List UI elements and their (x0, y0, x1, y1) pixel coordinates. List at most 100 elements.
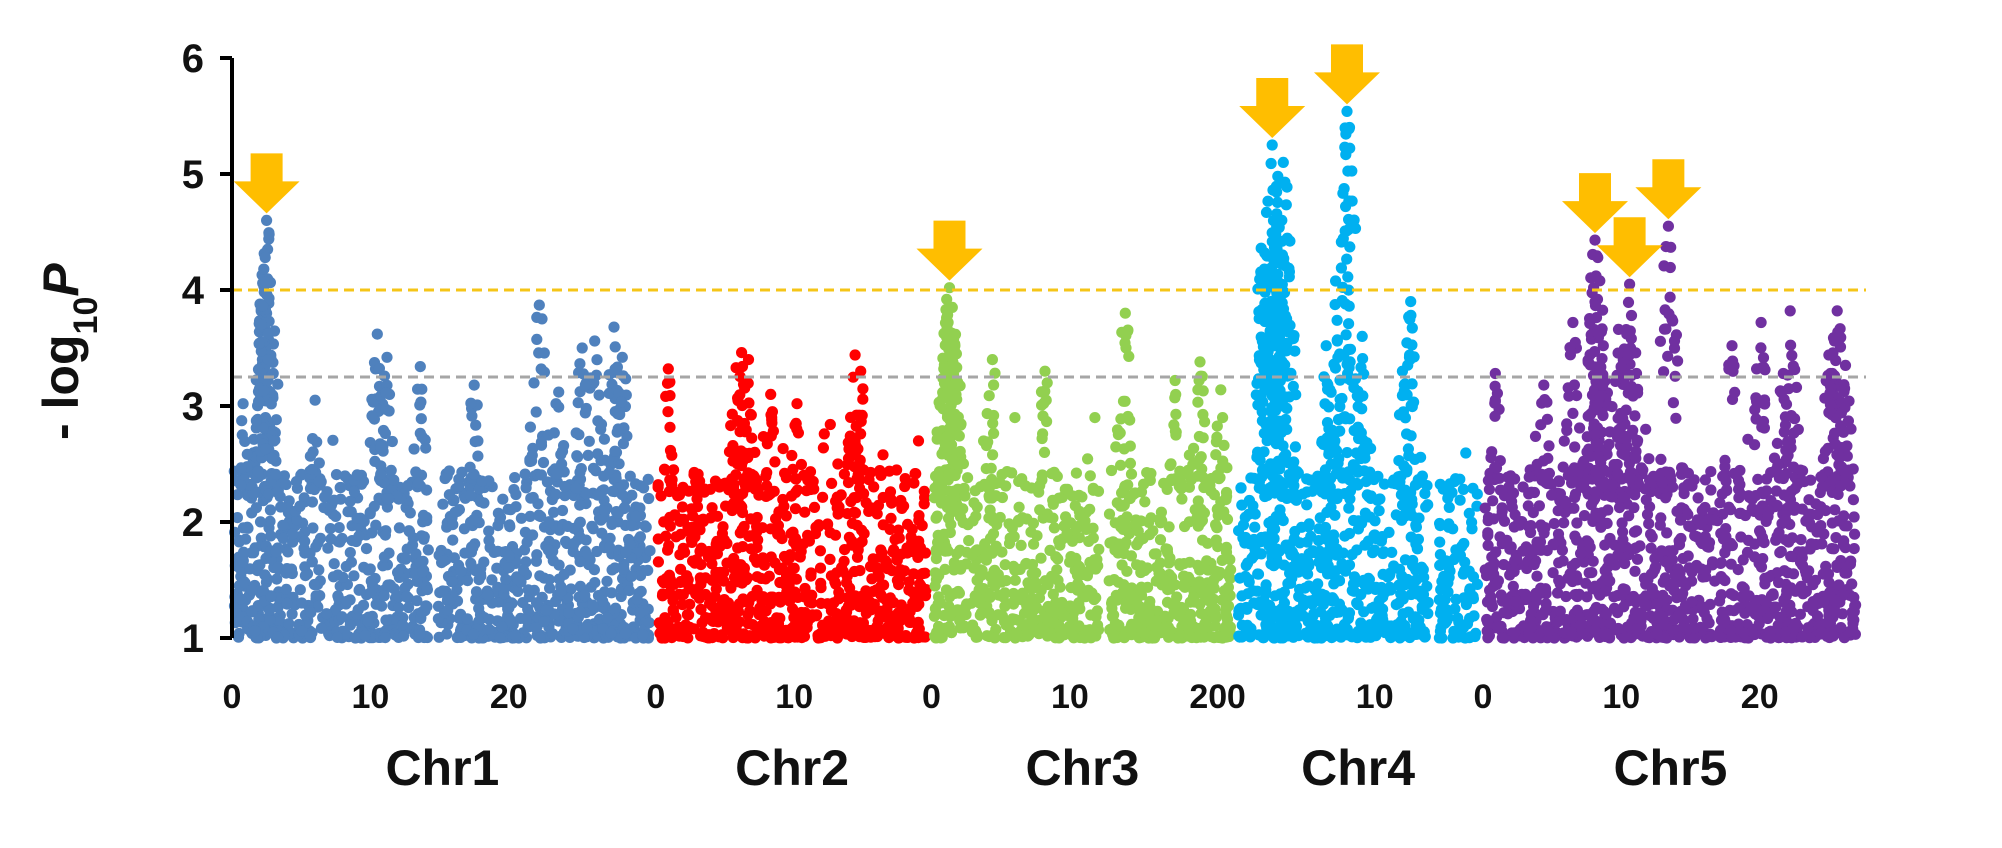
snp-point (439, 472, 451, 485)
snp-point (1341, 472, 1353, 484)
snp-point (1280, 199, 1292, 211)
snp-point (999, 587, 1011, 599)
snp-point (1356, 517, 1368, 529)
snp-point (536, 313, 548, 325)
snp-point (1334, 348, 1346, 360)
snp-point (272, 561, 284, 573)
snp-point (1335, 627, 1347, 639)
snp-point (978, 478, 991, 490)
peak-point (1266, 139, 1278, 151)
snp-point (980, 463, 992, 475)
snp-point (932, 598, 944, 610)
snp-point (591, 354, 603, 366)
snp-point (538, 366, 551, 378)
snp-point (831, 623, 843, 635)
snp-point (1276, 214, 1288, 226)
snp-point (761, 467, 773, 479)
snp-point (1090, 592, 1102, 604)
snp-point (1336, 295, 1348, 307)
snp-point (1259, 286, 1271, 298)
snp-point (410, 466, 422, 478)
snp-point (1129, 487, 1141, 499)
snp-point (1283, 266, 1295, 278)
snp-point (681, 609, 694, 621)
snp-point (1452, 612, 1464, 624)
snp-point (349, 632, 361, 644)
snp-point (1443, 490, 1455, 502)
snp-point (907, 543, 919, 555)
snp-point (953, 430, 965, 442)
snp-point (737, 455, 749, 467)
snp-point (1274, 504, 1286, 516)
snp-point (883, 465, 896, 477)
snp-point (503, 562, 515, 574)
snp-point (1401, 463, 1413, 475)
snp-point (1053, 492, 1065, 504)
snp-point (1348, 478, 1360, 491)
snp-point (1312, 470, 1324, 482)
snp-point (1482, 616, 1494, 628)
snp-point (1195, 516, 1207, 529)
snp-point (1038, 397, 1050, 409)
snp-point (860, 585, 872, 597)
snp-point (414, 628, 426, 640)
snp-point (1103, 508, 1116, 520)
snp-point (983, 390, 995, 402)
snp-point (1392, 629, 1404, 641)
snp-point (509, 630, 521, 642)
snp-point (1735, 531, 1747, 543)
snp-point (543, 574, 555, 586)
snp-point (1283, 469, 1295, 481)
snp-point (1278, 391, 1290, 403)
snp-point (902, 631, 914, 644)
snp-point (1454, 494, 1466, 506)
snp-point (1434, 520, 1446, 532)
snp-point (1067, 613, 1079, 625)
snp-point (1088, 483, 1100, 495)
snp-point (375, 441, 387, 453)
snp-point (589, 577, 601, 589)
snp-point (799, 506, 811, 518)
snp-point (670, 531, 682, 543)
snp-point (1284, 235, 1296, 247)
snp-point (908, 568, 920, 580)
snp-point (1221, 490, 1233, 503)
snp-point (368, 500, 380, 512)
snp-point (1204, 584, 1216, 597)
snp-point (868, 598, 880, 610)
snp-point (1723, 501, 1735, 513)
snp-point (612, 423, 624, 435)
snp-point (789, 586, 801, 598)
snp-point (1209, 620, 1222, 632)
snp-point (535, 436, 548, 448)
snp-point (1393, 597, 1405, 609)
snp-point (1117, 395, 1130, 407)
snp-point (1339, 530, 1351, 542)
snp-point (542, 544, 554, 556)
snp-point (437, 585, 449, 597)
snp-point (259, 569, 271, 581)
snp-point (692, 586, 705, 598)
snp-point (824, 527, 836, 539)
snp-point (1038, 625, 1050, 637)
snp-point (1331, 445, 1343, 457)
snp-point (380, 614, 392, 626)
snp-point (388, 474, 400, 486)
peak-point (256, 300, 269, 312)
snp-point (442, 604, 454, 617)
snp-point (949, 417, 961, 429)
snp-point (952, 604, 964, 616)
snp-point (1035, 386, 1048, 398)
snp-point (1118, 579, 1130, 591)
snp-point (492, 520, 504, 532)
snp-point (1320, 612, 1332, 625)
snp-point (849, 507, 862, 519)
snp-point (540, 604, 553, 617)
snp-point (272, 631, 284, 643)
snp-point (581, 622, 593, 634)
snp-point (446, 576, 458, 588)
snp-point (312, 537, 324, 549)
peak-point (258, 263, 270, 275)
snp-point (749, 471, 761, 483)
snp-point (618, 563, 630, 575)
